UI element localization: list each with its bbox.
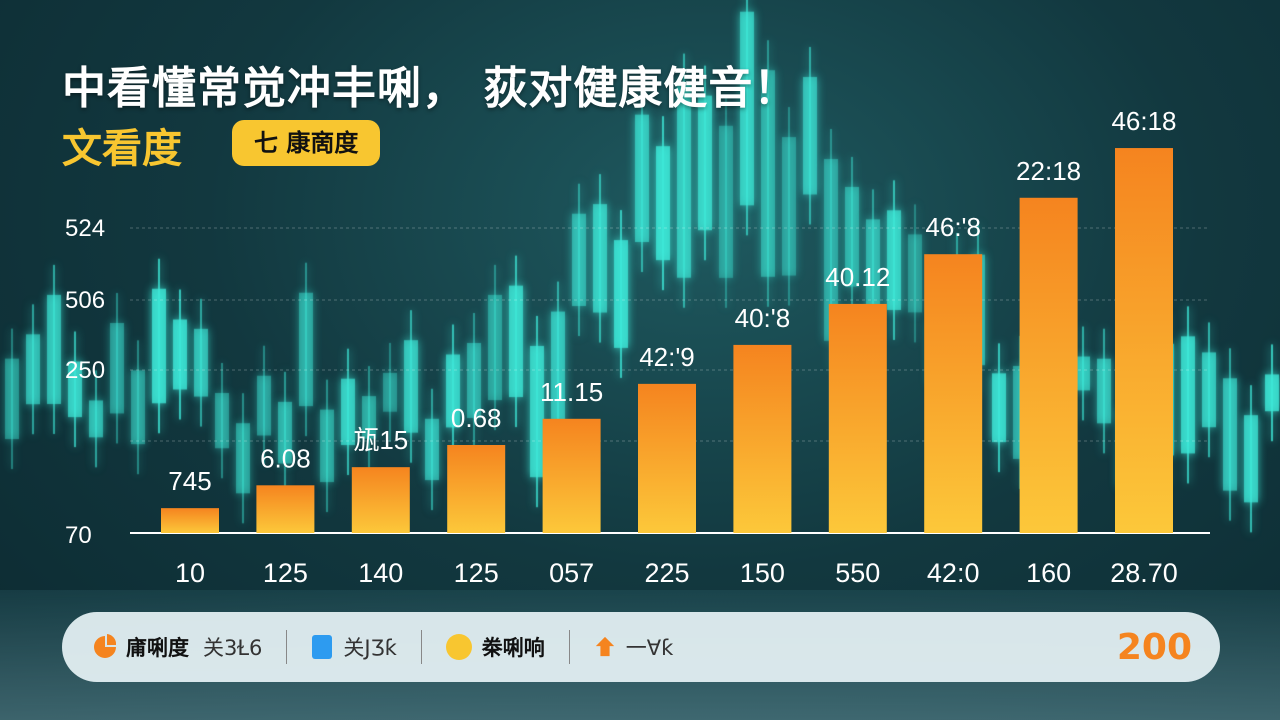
chart-subtitle: 文看度 bbox=[62, 126, 182, 172]
legend: 庯唎度 关3Ɫ6 关JƷƙ 桊唎响 一Ɐƙ 200 bbox=[62, 612, 1220, 682]
square-icon bbox=[312, 635, 333, 659]
legend-sub: 关JƷƙ bbox=[343, 636, 397, 660]
bar bbox=[256, 485, 315, 533]
bar bbox=[924, 254, 983, 533]
bar bbox=[1019, 197, 1078, 533]
bar-data-label: 745 bbox=[168, 466, 211, 496]
bar bbox=[351, 467, 410, 533]
y-tick-label: 506 bbox=[65, 287, 105, 314]
star-icon bbox=[595, 636, 614, 657]
bar-data-label: 46:18 bbox=[1111, 106, 1176, 136]
legend-sub: 关3Ɫ6 bbox=[203, 636, 263, 660]
bar-data-label: 46:'8 bbox=[925, 212, 981, 242]
legend-item-2[interactable]: 关JƷƙ bbox=[311, 632, 397, 662]
divider bbox=[568, 630, 570, 664]
bar bbox=[542, 418, 601, 533]
bar bbox=[733, 344, 792, 533]
legend-sub: 一Ɐƙ bbox=[625, 636, 674, 660]
legend-item-3[interactable]: 桊唎响 bbox=[445, 632, 545, 662]
bar-data-label: 0.68 bbox=[451, 403, 502, 433]
y-tick-label: 524 bbox=[65, 215, 105, 242]
bar bbox=[1115, 148, 1173, 534]
bar bbox=[447, 444, 506, 533]
bar-data-label: 11.15 bbox=[540, 377, 603, 407]
legend-item-1[interactable]: 庯唎度 关3Ɫ6 bbox=[94, 632, 262, 662]
legend-item-4[interactable]: 一Ɐƙ bbox=[594, 632, 674, 662]
bar-data-label: 22:18 bbox=[1016, 156, 1081, 186]
legend-total: 200 bbox=[1116, 626, 1192, 668]
circle-icon bbox=[445, 634, 472, 660]
legend-label: 庯唎度 bbox=[126, 636, 189, 660]
x-tick-label: 125 bbox=[454, 558, 499, 588]
x-tick-label: 150 bbox=[740, 558, 785, 588]
legend-label: 桊唎响 bbox=[481, 636, 545, 660]
subtitle-badge: 七 康啇度 bbox=[232, 120, 381, 166]
divider bbox=[420, 630, 422, 664]
y-tick-label: 250 bbox=[65, 357, 105, 384]
y-tick-label: 70 bbox=[65, 522, 92, 549]
bar-data-label: 6.08 bbox=[260, 443, 311, 473]
bar bbox=[638, 383, 696, 533]
bar bbox=[828, 303, 887, 533]
x-tick-label: 550 bbox=[835, 558, 880, 588]
x-tick-label: 225 bbox=[644, 558, 689, 588]
pie-icon bbox=[94, 634, 116, 658]
bar-data-label: 40.12 bbox=[825, 262, 890, 292]
x-tick-label: 10 bbox=[175, 558, 205, 588]
bar-data-label: 40:'8 bbox=[735, 303, 791, 333]
x-tick-label: 28.70 bbox=[1110, 558, 1178, 588]
bar-data-label: 42:'9 bbox=[639, 342, 695, 372]
x-tick-label: 125 bbox=[263, 558, 308, 588]
x-tick-label: 140 bbox=[358, 558, 403, 588]
x-tick-label: 42:0 bbox=[927, 558, 980, 588]
chart-title: 中看懂常觉冲丰唎， 荻对健康健音！ bbox=[62, 63, 799, 114]
bar bbox=[161, 508, 219, 533]
x-tick-label: 160 bbox=[1026, 558, 1071, 588]
x-tick-label: 057 bbox=[549, 558, 594, 588]
bar-data-label: 瓬15 bbox=[353, 425, 408, 455]
divider bbox=[286, 630, 288, 664]
